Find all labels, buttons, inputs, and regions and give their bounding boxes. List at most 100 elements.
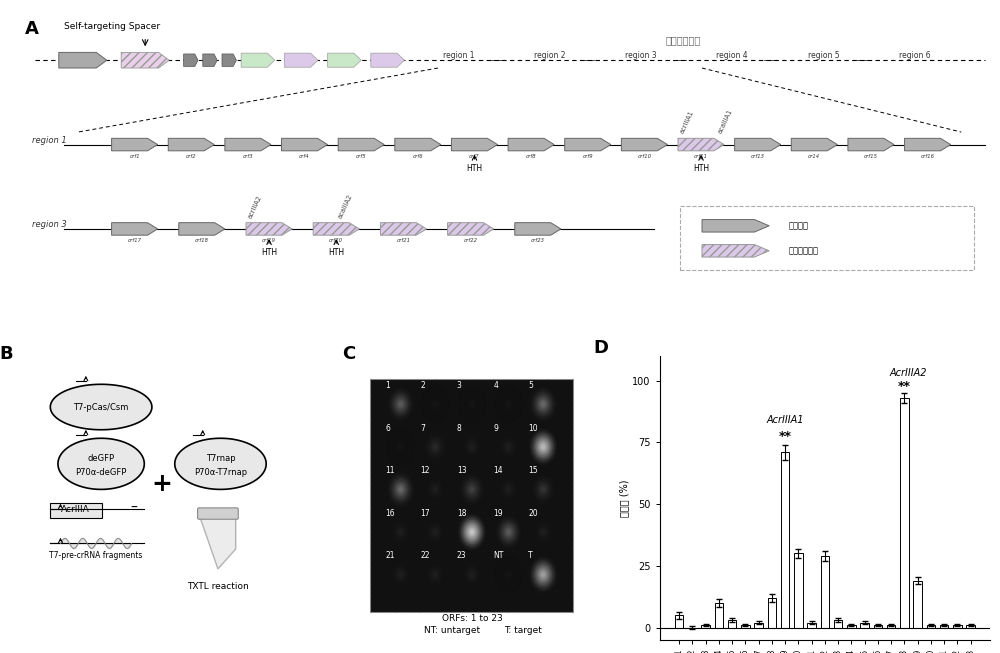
Text: orf11: orf11 (694, 154, 708, 159)
Circle shape (500, 563, 518, 586)
Text: 13: 13 (457, 466, 466, 475)
Circle shape (432, 443, 438, 451)
Text: +: + (152, 471, 173, 496)
Text: NT: NT (493, 551, 504, 560)
Bar (781, 453, 789, 628)
Text: orf7: orf7 (469, 154, 480, 159)
Circle shape (428, 437, 443, 456)
Circle shape (434, 530, 437, 534)
Polygon shape (112, 223, 158, 235)
Circle shape (425, 561, 446, 588)
Polygon shape (313, 223, 359, 235)
Polygon shape (50, 385, 152, 430)
Polygon shape (621, 138, 667, 151)
Circle shape (542, 487, 545, 492)
Circle shape (506, 528, 512, 536)
Circle shape (396, 526, 405, 538)
Text: P70α-deGFP: P70α-deGFP (75, 468, 127, 477)
Circle shape (393, 522, 408, 542)
Circle shape (540, 485, 546, 494)
Circle shape (536, 565, 551, 584)
Circle shape (500, 520, 518, 544)
Text: B: B (0, 345, 13, 362)
FancyBboxPatch shape (198, 508, 238, 519)
Circle shape (425, 475, 446, 503)
Circle shape (506, 400, 512, 408)
Circle shape (534, 435, 552, 458)
Text: region 3: region 3 (625, 51, 657, 59)
Polygon shape (515, 223, 561, 235)
Circle shape (392, 435, 410, 458)
Text: C: C (342, 345, 356, 362)
Text: Self-targeting Spacer: Self-targeting Spacer (64, 22, 160, 31)
Polygon shape (282, 138, 328, 151)
Polygon shape (284, 53, 318, 67)
Circle shape (396, 441, 405, 453)
Circle shape (432, 400, 438, 408)
Circle shape (506, 485, 512, 494)
Polygon shape (175, 438, 266, 489)
Circle shape (533, 390, 554, 418)
Polygon shape (168, 138, 214, 151)
Circle shape (467, 398, 476, 410)
Text: 11: 11 (386, 466, 395, 475)
Circle shape (425, 433, 446, 461)
Text: 3: 3 (457, 381, 462, 390)
Circle shape (531, 473, 555, 505)
Circle shape (393, 565, 408, 584)
Circle shape (531, 431, 555, 463)
Text: 2: 2 (420, 381, 425, 390)
Text: region 5: region 5 (808, 51, 839, 59)
Bar (701, 625, 710, 628)
Bar (807, 623, 816, 628)
Circle shape (390, 390, 411, 418)
Text: ORFs: 1 to 23: ORFs: 1 to 23 (442, 614, 502, 624)
Circle shape (470, 487, 473, 492)
Circle shape (537, 439, 549, 454)
Circle shape (434, 487, 437, 492)
Circle shape (530, 429, 557, 465)
Circle shape (470, 573, 473, 577)
Text: 未知功能基因: 未知功能基因 (788, 246, 818, 255)
Text: orf15: orf15 (864, 154, 878, 159)
Circle shape (540, 400, 546, 408)
Polygon shape (121, 52, 169, 68)
Circle shape (470, 530, 473, 534)
Circle shape (498, 518, 519, 546)
Circle shape (533, 561, 554, 588)
Circle shape (395, 481, 407, 498)
Polygon shape (380, 223, 426, 235)
Text: 22: 22 (420, 551, 430, 560)
Circle shape (467, 483, 476, 496)
Circle shape (504, 569, 513, 581)
Polygon shape (565, 138, 611, 151)
FancyBboxPatch shape (680, 206, 974, 270)
Circle shape (395, 524, 407, 540)
Text: region 2: region 2 (534, 51, 566, 59)
Circle shape (395, 396, 407, 412)
Circle shape (398, 443, 404, 451)
Circle shape (506, 571, 512, 579)
Text: orf5: orf5 (356, 154, 367, 159)
Circle shape (536, 394, 551, 414)
Polygon shape (112, 138, 158, 151)
Circle shape (390, 518, 411, 546)
Text: **: ** (779, 430, 792, 443)
Circle shape (395, 439, 407, 454)
Circle shape (396, 483, 405, 496)
Circle shape (464, 437, 479, 456)
Polygon shape (184, 54, 198, 67)
Text: orf3: orf3 (243, 154, 253, 159)
Polygon shape (448, 223, 494, 235)
Circle shape (542, 445, 545, 449)
Circle shape (501, 565, 516, 584)
Text: D: D (594, 339, 609, 357)
Polygon shape (848, 138, 894, 151)
Text: A: A (25, 20, 39, 38)
Text: orf18: orf18 (195, 238, 209, 244)
Bar (860, 623, 869, 628)
Circle shape (531, 389, 555, 420)
Circle shape (469, 400, 475, 408)
Circle shape (467, 569, 476, 581)
Circle shape (432, 485, 438, 494)
